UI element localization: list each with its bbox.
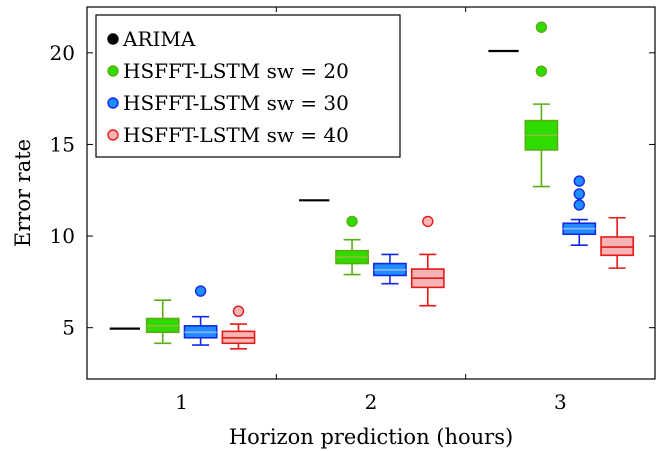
outlier-point-0 xyxy=(422,215,434,228)
box-3-3 xyxy=(600,216,635,269)
outlier-point-1 xyxy=(535,21,548,33)
x-tick-label-3: 3 xyxy=(554,390,567,414)
outlier-point-2 xyxy=(573,175,585,187)
box-3-2 xyxy=(410,215,445,307)
plot-frame xyxy=(86,6,656,380)
legend-marker-3 xyxy=(107,129,119,141)
legend-label-0: ARIMA xyxy=(122,27,196,51)
outlier-point-0 xyxy=(535,65,548,77)
y-tick-label-20: 20 xyxy=(50,41,75,65)
outlier-point-0 xyxy=(194,285,207,297)
y-axis-label: Error rate xyxy=(11,139,35,247)
box-body xyxy=(600,236,635,257)
box-3-1 xyxy=(221,305,256,350)
outlier-point-1 xyxy=(573,188,585,200)
box-2-2 xyxy=(373,253,407,285)
box-2-3 xyxy=(562,175,597,247)
box-2-1 xyxy=(183,285,218,346)
legend-box xyxy=(95,14,401,158)
legend-marker-0 xyxy=(107,33,119,45)
legend-marker-1 xyxy=(107,65,119,77)
box-1-2 xyxy=(335,215,369,276)
legend-marker-2 xyxy=(107,97,119,109)
legend: ARIMA HSFFT-LSTM sw = 20 HSFFT-LSTM sw = 3… xyxy=(95,14,401,158)
y-tick-label-10: 10 xyxy=(50,224,75,248)
box-1-1 xyxy=(145,299,180,345)
outlier-point-0 xyxy=(573,199,585,211)
outlier-point-0 xyxy=(232,305,245,317)
legend-label-3: HSFFT-LSTM sw = 40 xyxy=(123,123,349,147)
x-axis-label: Horizon prediction (hours) xyxy=(229,425,513,449)
legend-label-1: HSFFT-LSTM sw = 20 xyxy=(123,59,349,83)
y-tick-label-5: 5 xyxy=(62,316,75,340)
axis-ticks: 5 10 15 20 1 2 3 xyxy=(50,7,656,414)
y-tick-label-15: 15 xyxy=(50,132,75,156)
x-tick-label-1: 1 xyxy=(175,390,188,414)
legend-label-2: HSFFT-LSTM sw = 30 xyxy=(123,91,349,115)
x-tick-label-2: 2 xyxy=(365,390,378,414)
plot-area xyxy=(109,21,635,350)
outlier-point-0 xyxy=(346,215,358,228)
box-1-3 xyxy=(524,21,559,188)
